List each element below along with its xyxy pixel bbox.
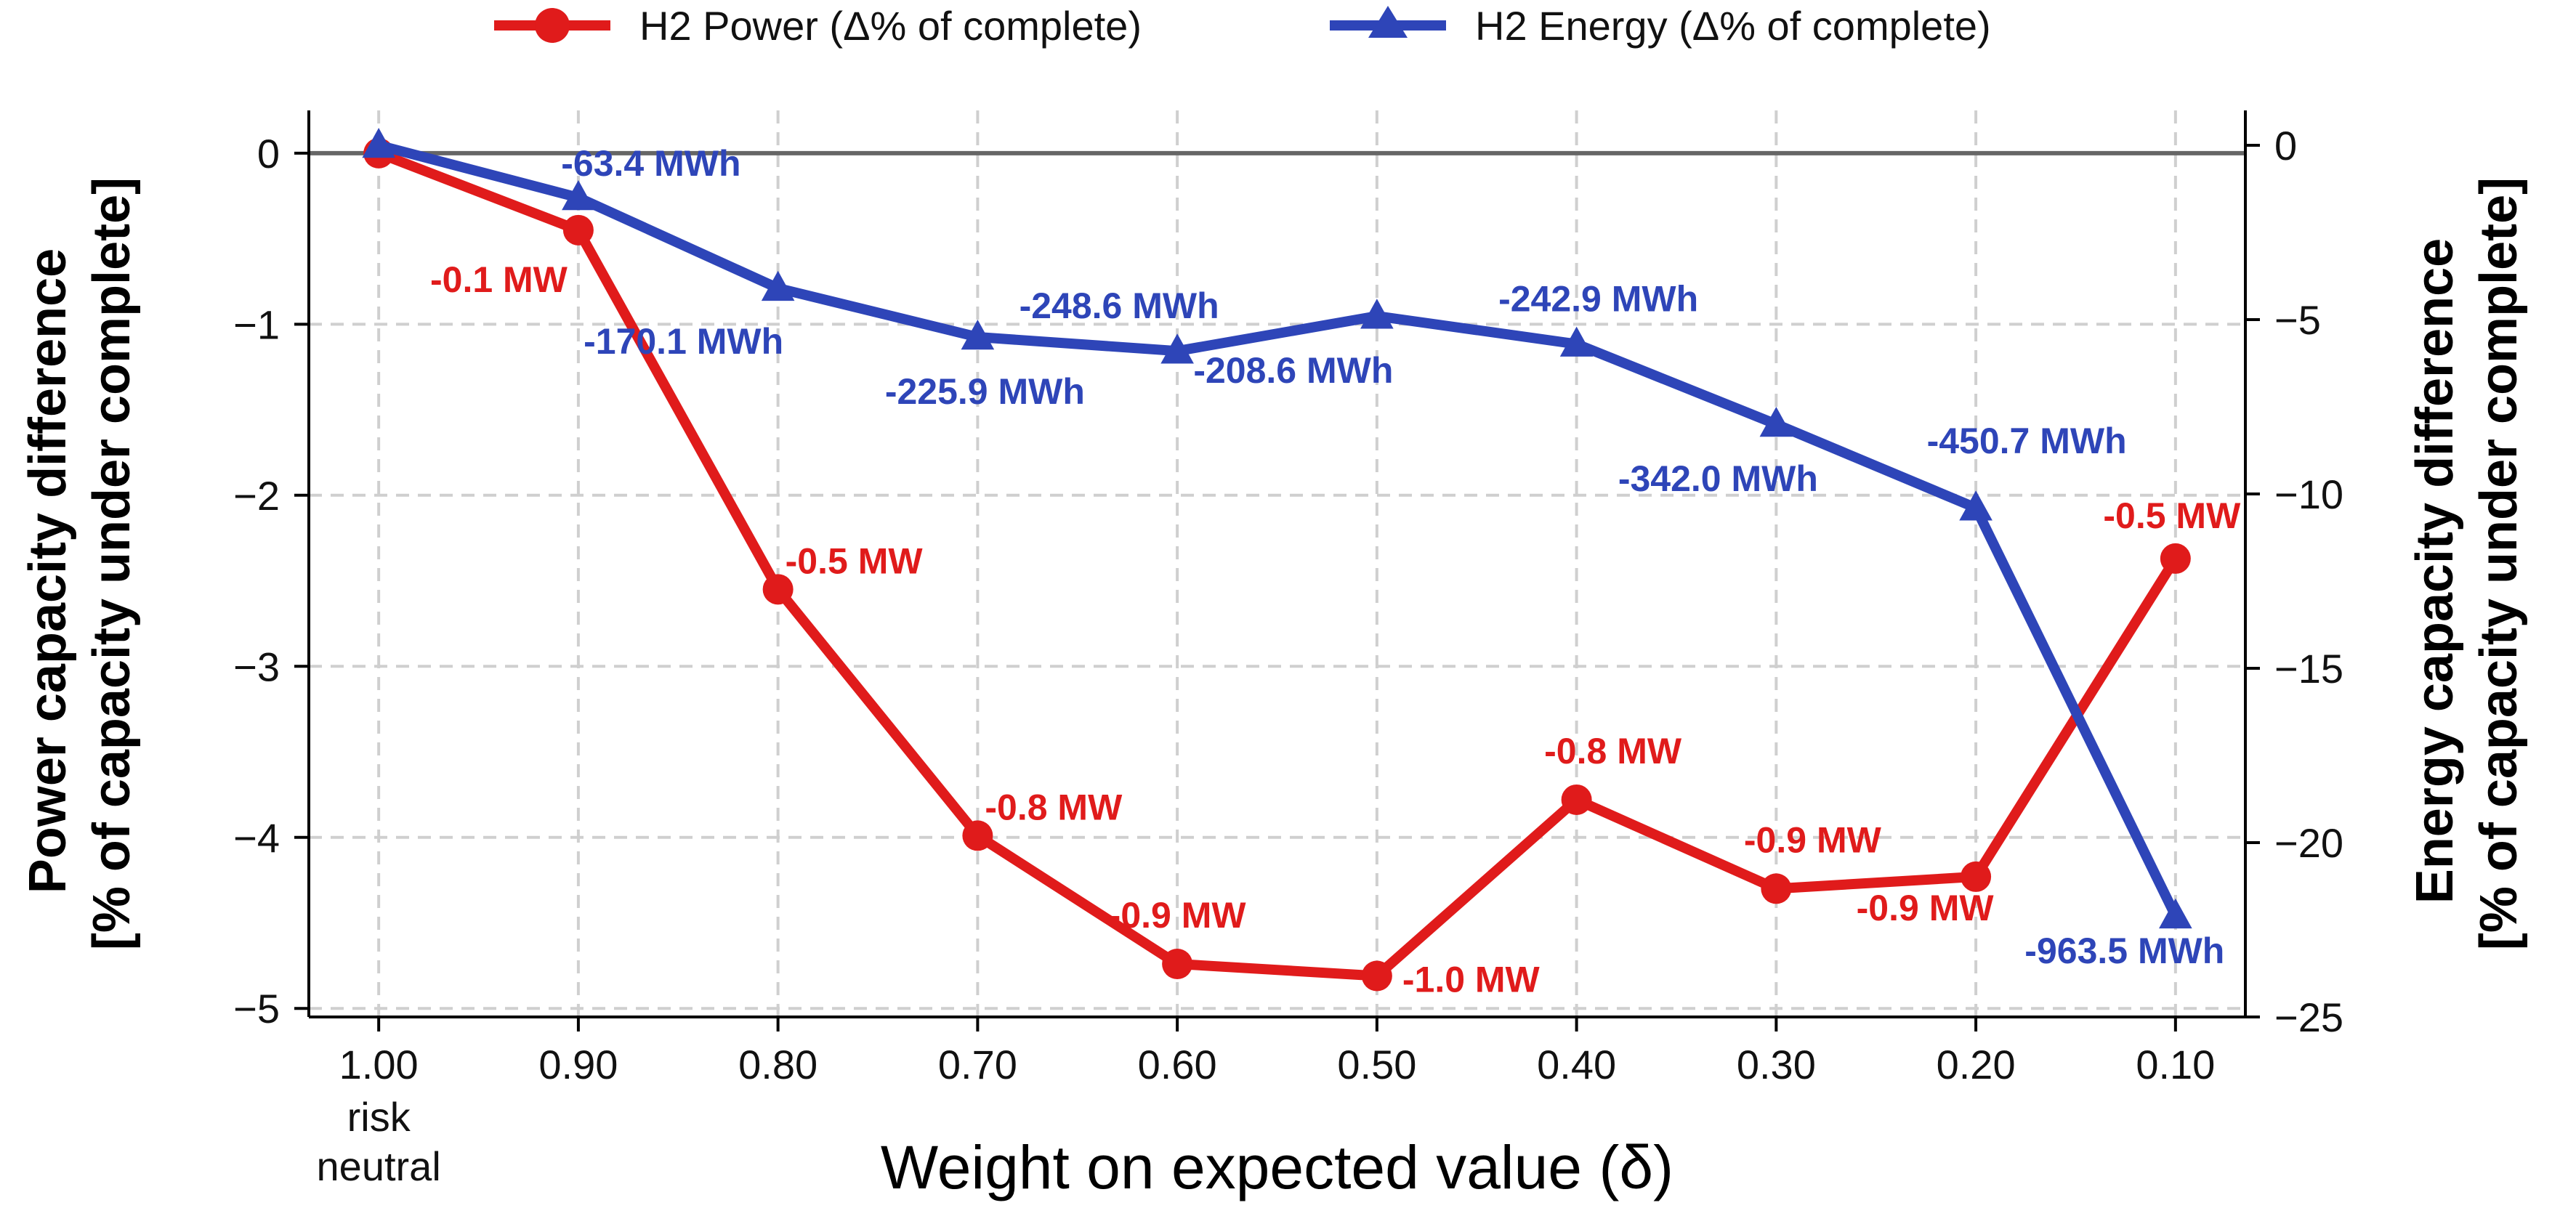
data-label-h2-energy: -225.9 MWh xyxy=(885,371,1085,412)
data-point-h2-power xyxy=(1162,949,1193,980)
x-tick-label: 0.70 xyxy=(938,1042,1017,1087)
data-label-h2-energy: -170.1 MWh xyxy=(584,321,783,362)
data-label-h2-power: -0.5 MW xyxy=(786,540,924,581)
series-line-h2-energy xyxy=(374,140,2181,921)
series-line-h2-power xyxy=(374,147,2181,981)
left-y-tick-label: 0 xyxy=(257,131,280,177)
data-label-h2-energy: -248.6 MWh xyxy=(1020,285,1219,326)
right-y-tick-label: −15 xyxy=(2274,646,2343,692)
data-point-h2-energy xyxy=(2159,898,2192,929)
right-y-axis-title-line-1: Energy capacity difference xyxy=(2406,238,2464,904)
data-label-h2-power: -1.0 MW xyxy=(1402,959,1541,1000)
data-label-h2-energy: -450.7 MWh xyxy=(1927,421,2127,461)
data-label-h2-power: -0.9 MW xyxy=(1857,888,1995,928)
data-label-h2-power: -0.5 MW xyxy=(2103,495,2241,536)
left-y-axis-title-line-1: Power capacity difference xyxy=(19,248,77,893)
x-tick-label: 0.90 xyxy=(538,1042,618,1087)
data-label-h2-energy: -242.9 MWh xyxy=(1498,279,1698,320)
left-y-axis-title: Power capacity difference [% of capacity… xyxy=(19,177,141,950)
left-y-tick-label: −3 xyxy=(233,644,280,689)
right-y-tick-label: 0 xyxy=(2274,123,2297,169)
data-label-h2-power: -0.8 MW xyxy=(1544,731,1682,771)
legend-label-h2-power: H2 Power (Δ% of complete) xyxy=(639,3,1142,49)
data-point-h2-power xyxy=(2160,543,2191,574)
right-y-tick-label: −25 xyxy=(2274,994,2343,1040)
x-tick-label: 0.20 xyxy=(1937,1042,2016,1087)
data-label-h2-energy: -208.6 MWh xyxy=(1193,350,1393,391)
data-point-h2-energy xyxy=(761,270,795,301)
legend: H2 Power (Δ% of complete) H2 Energy (Δ% … xyxy=(494,3,1991,49)
left-y-tick-label: −2 xyxy=(233,473,280,519)
data-point-h2-energy xyxy=(562,180,595,211)
right-y-tick-label: −20 xyxy=(2274,820,2343,866)
data-labels: -0.1 MW -0.5 MW -0.8 MW -0.9 MW -1.0 MW -0.8 … xyxy=(430,143,2241,1000)
right-y-tick-label: −10 xyxy=(2274,471,2343,517)
x-tick-label: 0.60 xyxy=(1138,1042,1217,1087)
x-tick-label: 0.50 xyxy=(1337,1042,1416,1087)
data-point-h2-power xyxy=(762,574,794,605)
x-tick-label: 0.80 xyxy=(738,1042,817,1087)
data-point-h2-power xyxy=(1361,960,1392,992)
data-point-h2-power xyxy=(562,214,594,246)
x-tick-label: 0.30 xyxy=(1737,1042,1816,1087)
right-y-axis-title: Energy capacity difference [% of capacit… xyxy=(2406,177,2528,950)
data-point-h2-power xyxy=(1561,784,1592,815)
legend-marker-h2-energy xyxy=(1368,6,1408,38)
data-label-h2-energy: -342.0 MWh xyxy=(1618,458,1818,499)
legend-marker-h2-power xyxy=(535,8,570,43)
x-tick-label: 0.40 xyxy=(1537,1042,1616,1087)
data-label-h2-energy: -963.5 MWh xyxy=(2024,931,2224,971)
data-point-h2-energy xyxy=(1959,490,1992,521)
x-sub-label: neutral xyxy=(317,1143,441,1189)
left-y-axis-title-line-2: [% of capacity under complete] xyxy=(83,177,141,950)
data-point-h2-energy xyxy=(961,320,995,350)
data-label-h2-power: -0.9 MW xyxy=(1109,895,1247,936)
data-point-h2-energy xyxy=(1360,299,1394,329)
x-tick-label: 0.10 xyxy=(2136,1042,2215,1087)
data-point-h2-energy xyxy=(362,128,395,158)
data-point-h2-power xyxy=(1761,873,1792,904)
left-y-tick-label: −4 xyxy=(233,815,280,861)
series xyxy=(362,128,2192,992)
data-label-h2-power: -0.9 MW xyxy=(1744,819,1882,860)
legend-label-h2-energy: H2 Energy (Δ% of complete) xyxy=(1475,3,1991,49)
data-label-h2-power: -0.8 MW xyxy=(985,787,1123,827)
left-y-tick-label: −1 xyxy=(233,301,280,347)
left-y-tick-label: −5 xyxy=(233,986,280,1031)
data-label-h2-power: -0.1 MW xyxy=(430,259,568,300)
x-tick-label: 1.00 xyxy=(339,1042,419,1087)
right-y-tick-label: −5 xyxy=(2274,297,2321,343)
data-point-h2-power xyxy=(962,820,993,851)
data-point-h2-energy xyxy=(1160,333,1194,364)
x-sub-label: risk xyxy=(347,1094,411,1140)
data-point-h2-energy xyxy=(1759,407,1793,437)
right-y-axis-title-line-2: [% of capacity under complete] xyxy=(2470,177,2528,950)
data-label-h2-energy: -63.4 MWh xyxy=(561,143,740,184)
data-point-h2-power xyxy=(1961,861,1992,892)
x-axis-title: Weight on expected value (δ) xyxy=(881,1133,1673,1201)
data-point-h2-energy xyxy=(1559,326,1594,357)
axes: 1.00 0.90 0.80 0.70 0.60 0.50 0.40 0.30 0.20 0.10… xyxy=(233,110,2343,1189)
grid xyxy=(309,110,2245,1017)
